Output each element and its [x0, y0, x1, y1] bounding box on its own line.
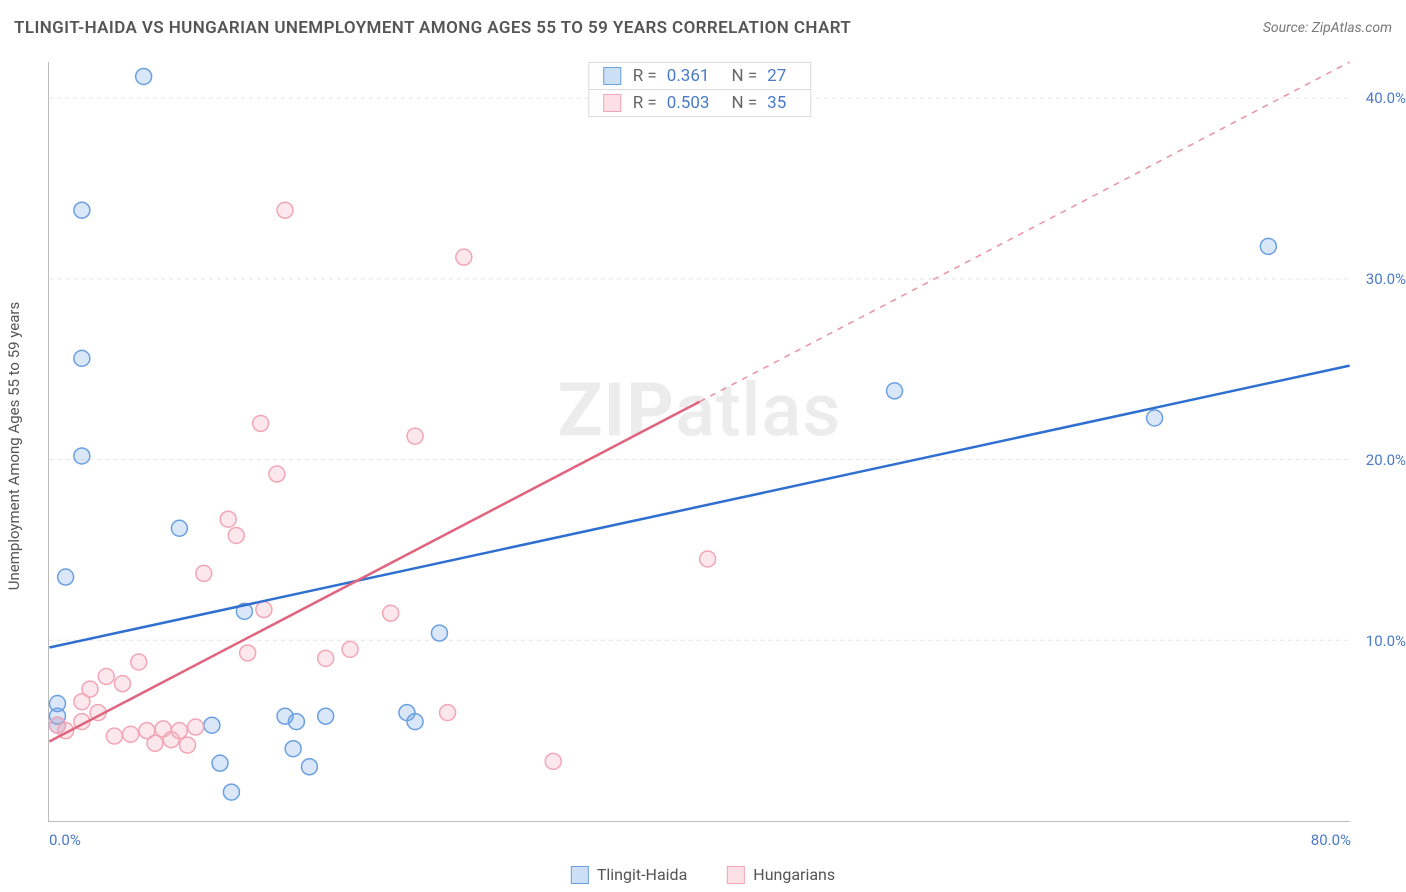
y-axis-label-text: Unemployment Among Ages 55 to 59 years — [5, 302, 23, 590]
swatch-series-2 — [603, 94, 621, 112]
legend-label-2: Hungarians — [753, 865, 835, 884]
n-value-1: 27 — [767, 66, 786, 86]
plot-area: ZIPatlas R = 0.361 N = 27 R = 0.503 N = … — [48, 62, 1350, 822]
n-value-2: 35 — [767, 93, 786, 113]
r-value-2: 0.503 — [667, 93, 710, 113]
r-value-1: 0.361 — [667, 66, 710, 86]
legend-item-2: Hungarians — [727, 865, 835, 884]
r-label: R = — [633, 93, 657, 113]
n-label: N = — [731, 93, 757, 113]
bottom-legend: Tlingit-Haida Hungarians — [571, 865, 835, 884]
chart-container: TLINGIT-HAIDA VS HUNGARIAN UNEMPLOYMENT … — [0, 0, 1406, 892]
stats-row-2: R = 0.503 N = 35 — [588, 89, 812, 117]
y-tick-label: 20.0% — [1366, 451, 1406, 469]
plot-svg — [49, 62, 1350, 821]
r-label: R = — [633, 66, 657, 86]
x-tick-label: 80.0% — [1311, 831, 1351, 849]
n-label: N = — [731, 66, 757, 86]
legend-item-1: Tlingit-Haida — [571, 865, 687, 884]
chart-title: TLINGIT-HAIDA VS HUNGARIAN UNEMPLOYMENT … — [14, 18, 851, 38]
y-tick-label: 10.0% — [1366, 632, 1406, 650]
legend-swatch-2 — [727, 866, 745, 884]
stats-box: R = 0.361 N = 27 R = 0.503 N = 35 — [588, 62, 812, 116]
source-label: Source: ZipAtlas.com — [1263, 20, 1392, 36]
legend-label-1: Tlingit-Haida — [597, 865, 687, 884]
y-tick-label: 40.0% — [1366, 89, 1406, 107]
stats-row-1: R = 0.361 N = 27 — [588, 62, 812, 90]
y-tick-label: 30.0% — [1366, 270, 1406, 288]
legend-swatch-1 — [571, 866, 589, 884]
x-tick-label: 0.0% — [49, 831, 81, 849]
swatch-series-1 — [603, 67, 621, 85]
